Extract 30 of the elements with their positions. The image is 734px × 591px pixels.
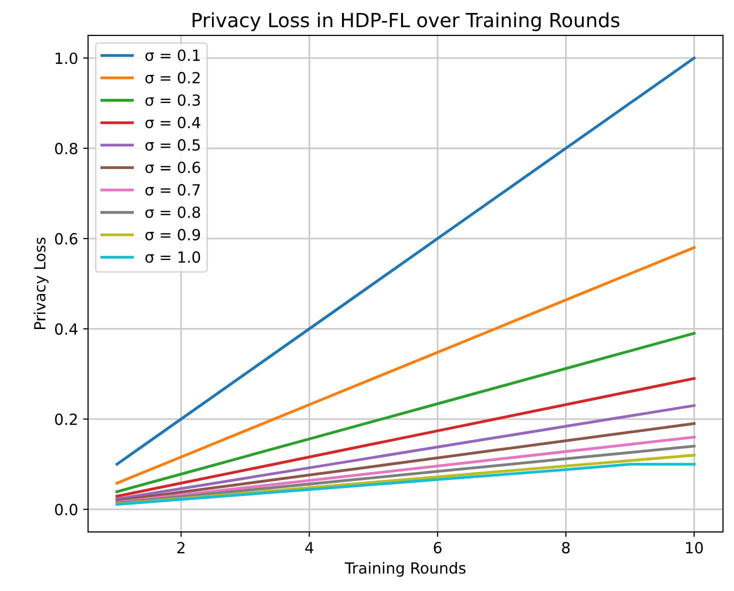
x-tick-label: 2: [177, 542, 184, 554]
line-series: [116, 332, 696, 494]
line-series: [116, 462, 696, 506]
x-tick-label: 8: [562, 542, 570, 554]
y-tick-label: 0.0: [55, 504, 78, 516]
legend-label: σ = 0.4: [145, 116, 200, 128]
legend-label: σ = 0.7: [145, 184, 200, 196]
line-series: [116, 246, 696, 485]
y-tick-label: 0.4: [55, 323, 78, 335]
y-tick-label: 1.0: [56, 52, 78, 64]
legend-label: σ = 0.2: [145, 72, 200, 84]
chart-title: Privacy Loss in HDP-FL over Training Rounds: [192, 12, 620, 32]
y-axis-title: Privacy Loss: [34, 238, 49, 330]
y-tick-label: 0.8: [55, 142, 78, 154]
legend-label: σ = 0.9: [145, 228, 200, 240]
y-tick-label: 0.2: [55, 414, 77, 426]
legend-label: σ = 1.0: [145, 251, 200, 263]
x-tick-label: 4: [305, 542, 314, 554]
y-tick-label: 0.6: [55, 233, 78, 245]
x-tick-label: 6: [434, 542, 442, 554]
line-series: [116, 404, 696, 500]
legend-label: σ = 0.1: [145, 49, 200, 62]
legend-label: σ = 0.8: [145, 206, 200, 218]
legend-label: σ = 0.3: [145, 94, 200, 106]
x-tick-label: 10: [686, 542, 703, 554]
line-series: [116, 377, 696, 498]
legend-label: σ = 0.6: [145, 162, 200, 174]
legend-label: σ = 0.5: [145, 139, 200, 151]
line-series: [116, 422, 696, 502]
x-axis-title: Training Rounds: [344, 562, 466, 577]
